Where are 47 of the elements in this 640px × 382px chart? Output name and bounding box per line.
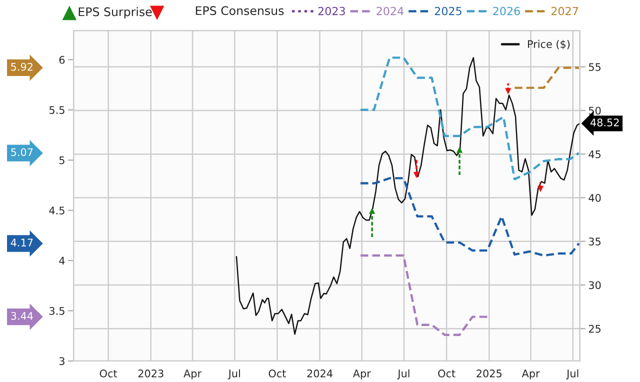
y2-tick-label: 55 bbox=[588, 63, 601, 71]
x-tick-label: 2024 bbox=[307, 370, 332, 378]
x-tick-label: Jul bbox=[566, 369, 578, 380]
point bbox=[537, 186, 544, 192]
line-series bbox=[359, 177, 580, 257]
point bbox=[456, 146, 463, 153]
text: 4.17 bbox=[10, 238, 33, 246]
x-tick-label: Oct bbox=[100, 370, 118, 378]
y-tick-label: 5 bbox=[59, 156, 64, 164]
line-series bbox=[359, 56, 580, 180]
y-tick-label: 5.5 bbox=[50, 106, 64, 114]
text: 5.92 bbox=[11, 62, 32, 71]
y-tick-label: 3.5 bbox=[49, 307, 64, 315]
x-tick-label: Oct bbox=[438, 370, 456, 378]
y-tick-label: 6 bbox=[59, 56, 65, 64]
legend-label: 2027 bbox=[551, 6, 578, 16]
x-tick-label: Jul bbox=[397, 369, 410, 380]
y-tick-label: 4.5 bbox=[49, 206, 64, 214]
text: 5.07 bbox=[11, 148, 33, 156]
x-tick-label: Jul bbox=[228, 369, 240, 380]
y-tick-label: 4 bbox=[59, 256, 65, 265]
legend-label: 2025 bbox=[434, 6, 462, 16]
y2-tick-label: 40 bbox=[588, 194, 601, 202]
x-tick-label: 2025 bbox=[476, 370, 502, 378]
x-tick-label: Apr bbox=[184, 370, 202, 380]
x-tick-label: 2023 bbox=[138, 370, 164, 378]
x-tick-label: Apr bbox=[352, 370, 371, 380]
legend-title: EPS Consensus bbox=[196, 6, 284, 16]
y2-tick-label: 45 bbox=[588, 150, 601, 158]
legend-label: Price ($) bbox=[528, 40, 570, 50]
legend-label: 2026 bbox=[493, 6, 520, 16]
legend-label: 2024 bbox=[376, 6, 404, 16]
y2-tick-label: 35 bbox=[588, 238, 601, 246]
line-series bbox=[359, 254, 488, 336]
y2-tick-label: 30 bbox=[588, 281, 601, 290]
legend-label: 2023 bbox=[318, 6, 345, 16]
line-series bbox=[236, 57, 580, 335]
x-tick-label: Oct bbox=[268, 370, 286, 378]
point bbox=[413, 172, 420, 178]
legend-label: EPS Surprise bbox=[78, 7, 152, 19]
point bbox=[368, 208, 376, 214]
y2-tick-label: 25 bbox=[588, 324, 601, 333]
y-tick-label: 3 bbox=[59, 357, 64, 366]
point bbox=[505, 88, 512, 94]
x-tick-label: Apr bbox=[522, 370, 540, 380]
data-label: 48.52 bbox=[590, 118, 619, 126]
text: 3.44 bbox=[11, 312, 33, 320]
